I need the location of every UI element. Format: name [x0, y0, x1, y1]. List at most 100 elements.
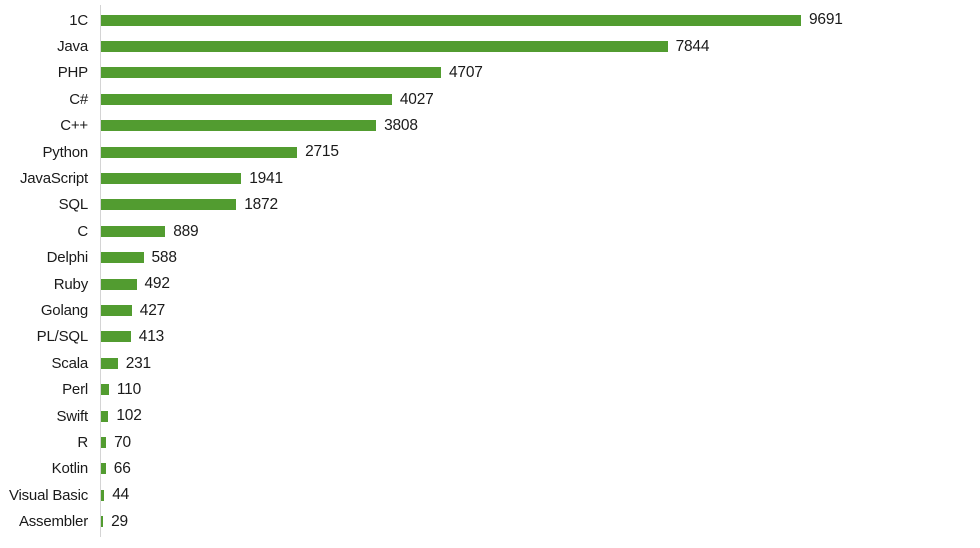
bar-rows-container: 1C 9691 Java 7844 PHP 4707 C# 4027 C++ 3808 Python…	[0, 7, 980, 535]
bar-track: 1872	[101, 192, 980, 218]
value-label: 29	[111, 512, 128, 530]
bar-track: 44	[101, 482, 980, 508]
bar-row: Swift 102	[0, 403, 980, 429]
category-label: 1C	[69, 11, 88, 29]
bar-track: 66	[101, 456, 980, 482]
category-label: JavaScript	[19, 170, 88, 188]
category-label: PL/SQL	[36, 328, 89, 346]
bar[interactable]	[101, 463, 106, 475]
bar-row: Assembler 29	[0, 508, 980, 534]
bar[interactable]	[101, 410, 109, 422]
bar[interactable]	[101, 331, 131, 343]
bar-row: R 70	[0, 429, 980, 455]
bar-track: 4027	[101, 86, 980, 112]
bar[interactable]	[101, 41, 668, 53]
value-label: 110	[116, 380, 142, 398]
category-label: SQL	[58, 196, 89, 214]
bar-track: 588	[101, 245, 980, 271]
value-label: 7844	[675, 37, 710, 55]
bar-track: 4707	[101, 60, 980, 86]
value-label: 102	[116, 407, 142, 425]
category-label: R	[77, 433, 88, 451]
bar[interactable]	[101, 93, 392, 105]
bar-track: 492	[101, 271, 980, 297]
category-label: Java	[57, 38, 88, 56]
category-label: Golang	[40, 301, 88, 319]
bar-track: 29	[101, 508, 980, 534]
bar-row: 1C 9691	[0, 7, 980, 33]
category-label: Assembler	[18, 513, 88, 531]
bar-row: Visual Basic 44	[0, 482, 980, 508]
bar-track: 2715	[101, 139, 980, 165]
bar[interactable]	[101, 67, 441, 79]
bar-row: Delphi 588	[0, 245, 980, 271]
value-label: 413	[138, 328, 165, 346]
bar-row: Perl 110	[0, 376, 980, 402]
category-label: C++	[60, 117, 88, 135]
bar[interactable]	[101, 384, 109, 396]
bar-track: 9691	[101, 7, 980, 33]
bar-row: C# 4027	[0, 86, 980, 112]
bar-track: 231	[101, 350, 980, 376]
bar-row: Scala 231	[0, 350, 980, 376]
bar[interactable]	[101, 516, 104, 528]
bar[interactable]	[101, 199, 237, 211]
category-label: Scala	[51, 354, 88, 372]
value-label: 9691	[809, 11, 843, 29]
bar-row: C++ 3808	[0, 113, 980, 139]
bar-track: 7844	[101, 33, 980, 59]
bar-row: Ruby 492	[0, 271, 980, 297]
category-label: Kotlin	[51, 460, 89, 478]
value-label: 1941	[249, 169, 283, 187]
bar-row: PHP 4707	[0, 60, 980, 86]
value-label: 70	[114, 433, 131, 451]
bar-track: 1941	[101, 165, 980, 191]
bar[interactable]	[101, 436, 107, 448]
value-label: 3808	[384, 117, 418, 134]
bar-track: 110	[101, 376, 980, 402]
y-axis-line	[100, 5, 101, 537]
bar-track: 413	[101, 324, 980, 350]
bar-row: JavaScript 1941	[0, 165, 980, 191]
value-label: 1872	[244, 196, 278, 214]
bar[interactable]	[101, 173, 242, 185]
bar[interactable]	[101, 278, 137, 290]
bar[interactable]	[101, 120, 377, 132]
value-label: 588	[151, 248, 177, 266]
category-label: C	[77, 222, 88, 240]
bar[interactable]	[101, 357, 118, 369]
value-label: 66	[113, 460, 131, 478]
category-label: Delphi	[46, 249, 89, 267]
value-label: 427	[139, 301, 166, 319]
bar-track: 3808	[101, 113, 980, 139]
bar[interactable]	[101, 225, 166, 237]
bar-row: Golang 427	[0, 297, 980, 323]
bar-track: 889	[101, 218, 980, 244]
bar-row: PL/SQL 413	[0, 324, 980, 350]
bar-row: Java 7844	[0, 33, 980, 59]
bar[interactable]	[101, 489, 105, 501]
bar[interactable]	[101, 252, 144, 264]
bar-row: Kotlin 66	[0, 456, 980, 482]
bar[interactable]	[101, 304, 132, 316]
bar-row: Python 2715	[0, 139, 980, 165]
category-label: C#	[69, 90, 88, 108]
value-label: 889	[173, 222, 199, 240]
bar[interactable]	[101, 14, 801, 26]
value-label: 44	[112, 486, 130, 504]
category-label: PHP	[57, 64, 88, 82]
bar-track: 427	[101, 297, 980, 323]
category-label: Python	[42, 143, 89, 161]
category-label: Perl	[62, 381, 88, 399]
value-label: 231	[125, 354, 151, 372]
bar-row: SQL 1872	[0, 192, 980, 218]
bar-track: 70	[101, 429, 980, 455]
bar[interactable]	[101, 146, 298, 158]
category-label: Ruby	[53, 275, 88, 293]
bar-row: C 889	[0, 218, 980, 244]
value-label: 4027	[399, 90, 434, 108]
value-label: 4707	[449, 64, 483, 82]
category-label: Visual Basic	[8, 486, 88, 504]
value-label: 492	[144, 275, 170, 293]
